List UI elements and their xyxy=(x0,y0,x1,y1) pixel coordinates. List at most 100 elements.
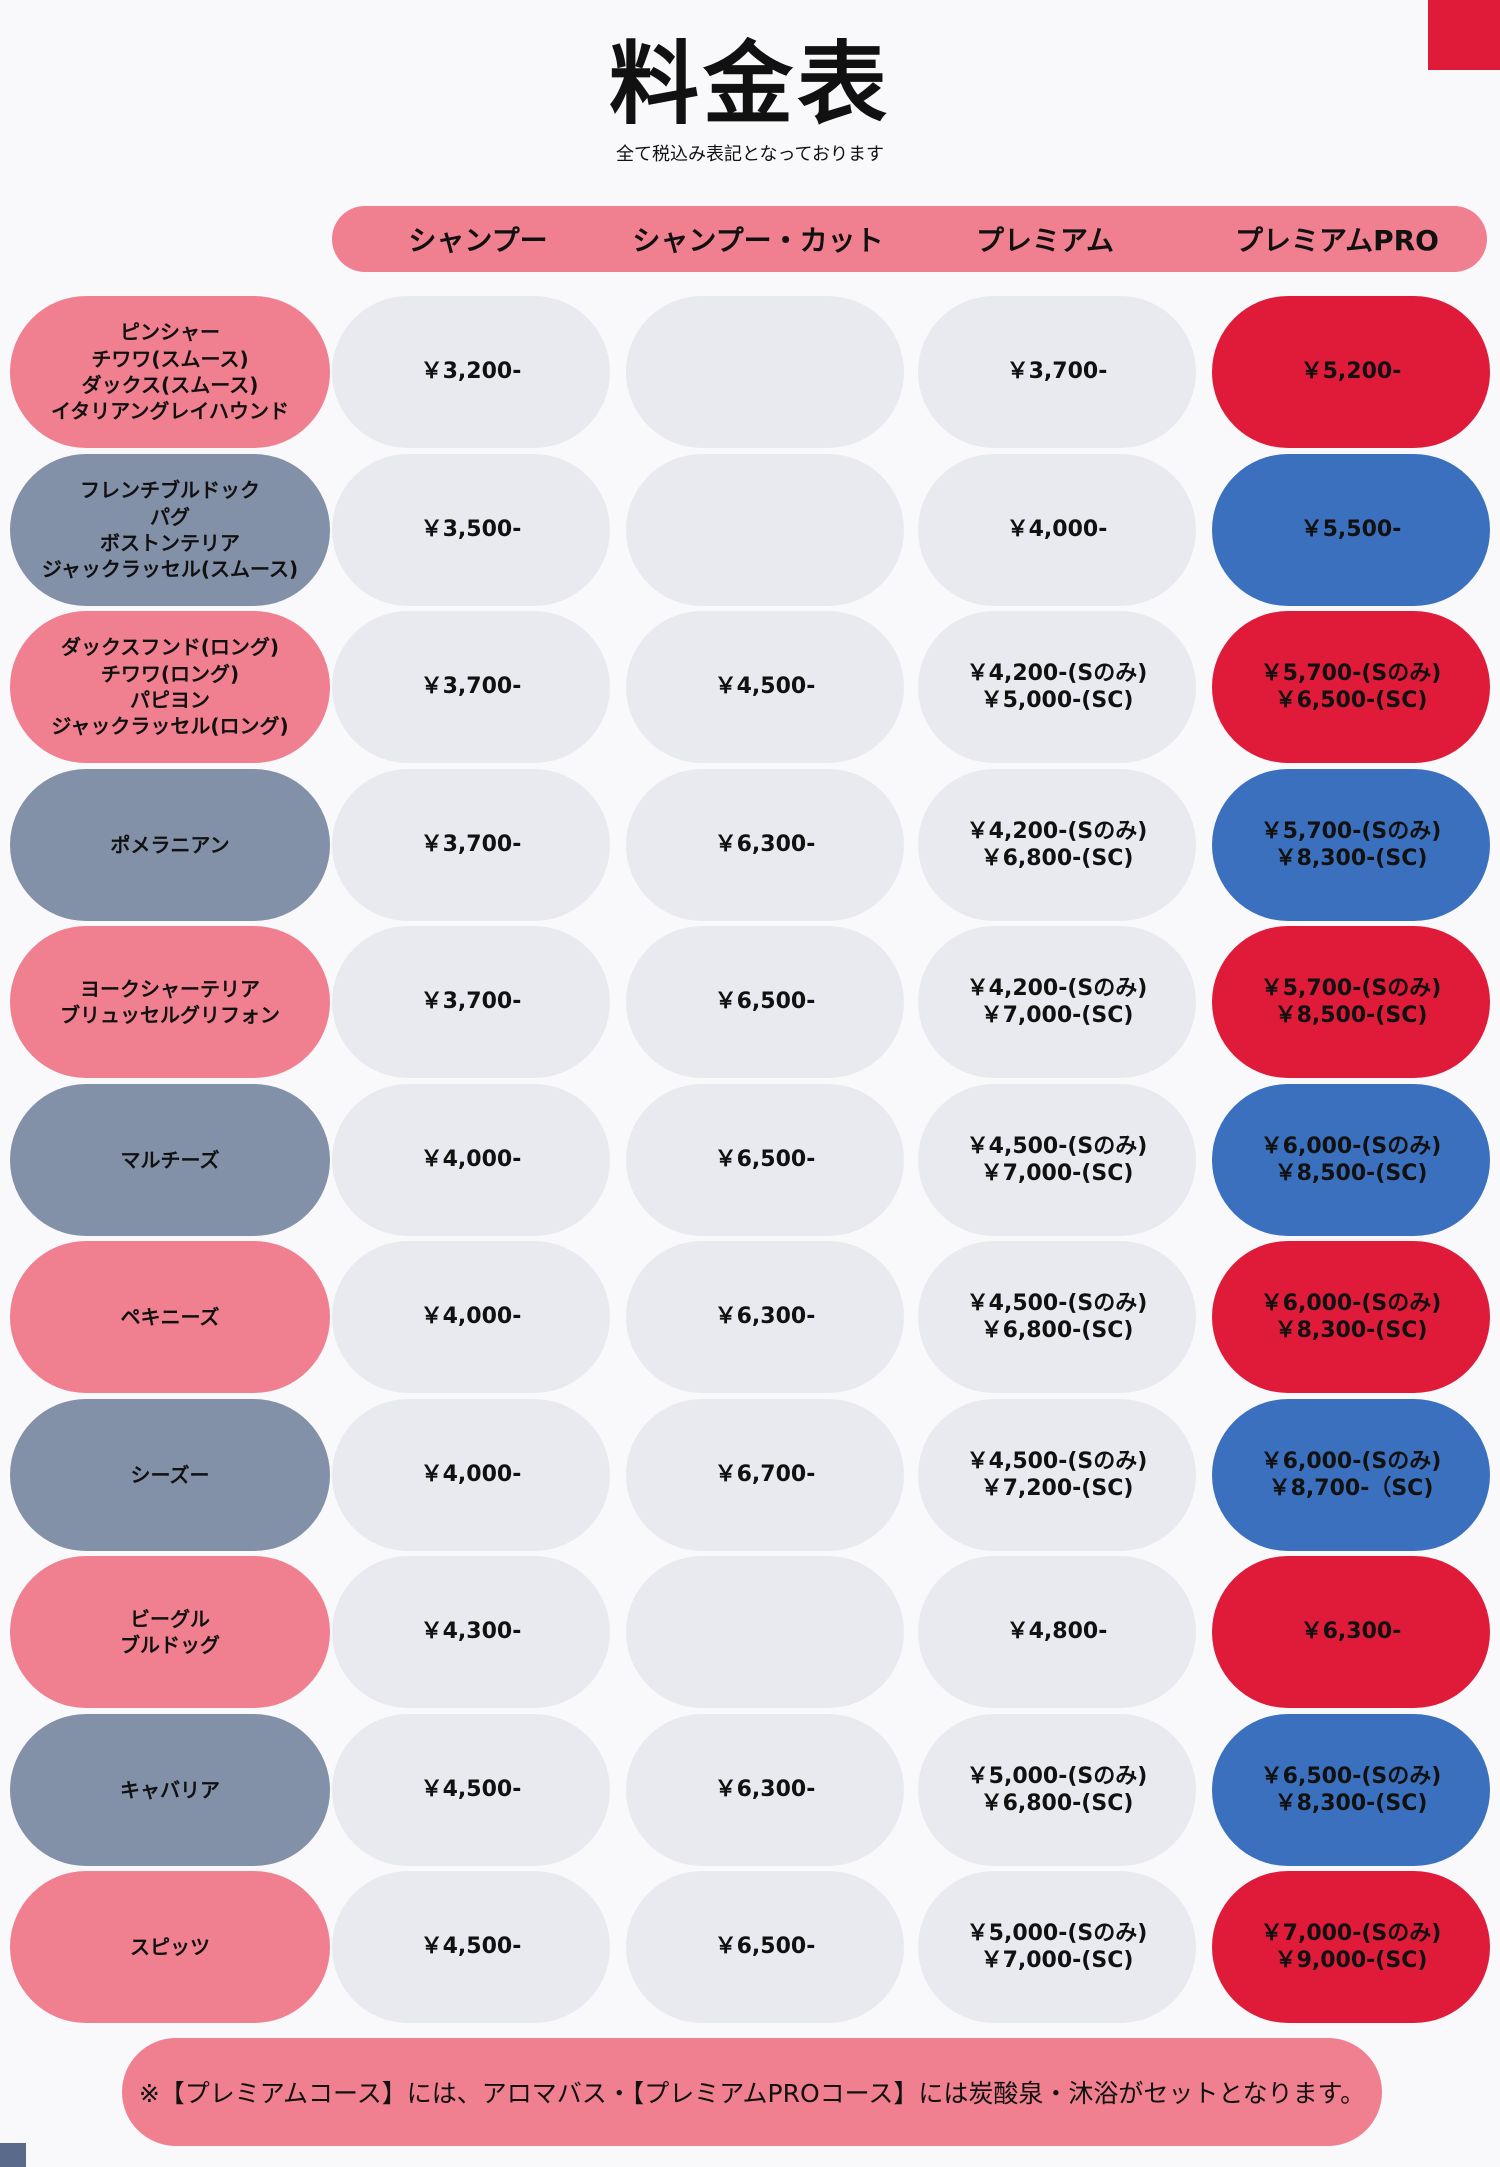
price-shampoo: ￥3,500- xyxy=(332,454,610,606)
price-premium: ￥4,500-(Sのみ) ￥6,800-(SC) xyxy=(918,1241,1196,1393)
price-value: ￥5,500- xyxy=(1300,517,1402,543)
price-value: ￥6,300- xyxy=(1300,1619,1402,1645)
price-premium-pro: ￥5,200- xyxy=(1212,296,1490,448)
price-value: ￥4,000- xyxy=(1006,517,1108,543)
price-premium: ￥4,200-(Sのみ) ￥6,800-(SC) xyxy=(918,769,1196,921)
breed-label: ヨークシャーテリア ブリュッセルグリフォン xyxy=(10,926,330,1078)
column-header-premium: プレミアム xyxy=(975,224,1115,257)
price-value: ￥9,000-(SC) xyxy=(1274,1948,1428,1973)
price-premium-pro: ￥6,000-(Sのみ) ￥8,300-(SC) xyxy=(1212,1241,1490,1393)
column-header-bar xyxy=(332,206,1487,272)
price-value: ￥8,300-(SC) xyxy=(1274,1318,1428,1343)
breed-name: ピンシャー xyxy=(120,320,220,345)
price-premium-pro: ￥5,700-(Sのみ) ￥6,500-(SC) xyxy=(1212,611,1490,763)
price-value: ￥6,500-(SC) xyxy=(1274,688,1428,713)
price-value: ￥3,700- xyxy=(420,832,522,858)
price-value: ￥7,000-(SC) xyxy=(980,1948,1134,1973)
price-value: ￥6,700- xyxy=(714,1462,816,1488)
price-value: ￥6,500- xyxy=(714,1934,816,1960)
page-subtitle: 全て税込み表記となっております xyxy=(615,144,885,165)
breed-name: ボストンテリア xyxy=(100,531,240,555)
price-shampoo-cut: ￥6,300- xyxy=(626,769,904,921)
breed-label: ビーグル ブルドッグ xyxy=(10,1556,330,1708)
breed-label: ダックスフンド(ロング) チワワ(ロング) パピヨン ジャックラッセル(ロング) xyxy=(10,611,330,763)
price-value: ￥6,800-(SC) xyxy=(980,1791,1134,1816)
price-value: ￥4,200-(Sのみ) xyxy=(966,660,1148,686)
price-value: ￥3,700- xyxy=(1006,359,1108,385)
price-value: ￥6,000-(Sのみ) xyxy=(1260,1290,1442,1316)
breed-name: チワワ(スムース) xyxy=(91,346,249,371)
price-premium: ￥4,500-(Sのみ) ￥7,000-(SC) xyxy=(918,1084,1196,1236)
price-value: ￥4,500- xyxy=(420,1777,522,1803)
price-value: ￥4,300- xyxy=(420,1619,522,1645)
price-value: ￥6,300- xyxy=(714,1777,816,1803)
breed-label: ピンシャー チワワ(スムース) ダックス(スムース) イタリアングレイハウンド xyxy=(10,296,330,448)
price-value: ￥4,000- xyxy=(420,1304,522,1330)
breed-name: マルチーズ xyxy=(120,1147,220,1172)
column-header-premium-pro: プレミアムPRO xyxy=(1235,224,1439,257)
price-value: ￥5,700-(Sのみ) xyxy=(1260,818,1442,844)
price-shampoo-cut: ￥4,500- xyxy=(626,611,904,763)
price-premium-pro: ￥7,000-(Sのみ) ￥9,000-(SC) xyxy=(1212,1871,1490,2023)
price-value: ￥4,800- xyxy=(1006,1619,1108,1645)
breed-label: マルチーズ xyxy=(10,1084,330,1236)
price-value: ￥4,000- xyxy=(420,1462,522,1488)
price-value: ￥5,700-(Sのみ) xyxy=(1260,975,1442,1001)
price-value: ￥4,500-(Sのみ) xyxy=(966,1133,1148,1159)
price-value: ￥3,500- xyxy=(420,517,522,543)
price-value: ￥5,200- xyxy=(1300,359,1402,385)
price-shampoo: ￥4,000- xyxy=(332,1399,610,1551)
price-value: ￥4,500- xyxy=(420,1934,522,1960)
price-premium: ￥4,000- xyxy=(918,454,1196,606)
price-value: ￥5,000-(Sのみ) xyxy=(966,1920,1148,1946)
price-value: ￥5,000-(SC) xyxy=(980,688,1134,713)
price-value: ￥7,000-(SC) xyxy=(980,1161,1134,1186)
price-value: ￥7,000-(SC) xyxy=(980,1003,1134,1028)
price-premium-pro: ￥6,500-(Sのみ) ￥8,300-(SC) xyxy=(1212,1714,1490,1866)
breed-name: ポメラニアン xyxy=(110,832,230,857)
price-value: ￥8,300-(SC) xyxy=(1274,1791,1428,1816)
breed-name: パグ xyxy=(150,504,190,529)
breed-name: ダックスフンド(ロング) xyxy=(60,635,280,660)
price-shampoo-cut xyxy=(626,296,904,448)
price-premium-pro: ￥5,700-(Sのみ) ￥8,300-(SC) xyxy=(1212,769,1490,921)
price-shampoo-cut xyxy=(626,1556,904,1708)
price-value: ￥6,500- xyxy=(714,1147,816,1173)
price-value: ￥6,000-(Sのみ) xyxy=(1260,1133,1442,1159)
price-value: ￥6,500- xyxy=(714,989,816,1015)
price-value: ￥8,500-(SC) xyxy=(1274,1161,1428,1186)
price-value: ￥4,200-(Sのみ) xyxy=(966,818,1148,844)
corner-accent-top xyxy=(1428,0,1500,70)
breed-name: ブルドッグ xyxy=(120,1633,220,1657)
price-value: ￥4,500- xyxy=(714,674,816,700)
page-title: 料金表 xyxy=(609,32,891,137)
price-value: ￥6,300- xyxy=(714,832,816,858)
price-premium-pro: ￥6,300- xyxy=(1212,1556,1490,1708)
price-premium: ￥4,500-(Sのみ) ￥7,200-(SC) xyxy=(918,1399,1196,1551)
price-premium: ￥4,800- xyxy=(918,1556,1196,1708)
price-value: ￥6,000-(Sのみ) xyxy=(1260,1448,1442,1474)
price-shampoo: ￥4,500- xyxy=(332,1714,610,1866)
price-value: ￥3,700- xyxy=(420,989,522,1015)
price-value: ￥7,200-(SC) xyxy=(980,1476,1134,1501)
price-premium: ￥3,700- xyxy=(918,296,1196,448)
price-shampoo-cut: ￥6,700- xyxy=(626,1399,904,1551)
price-value: ￥5,700-(Sのみ) xyxy=(1260,660,1442,686)
price-shampoo-cut: ￥6,500- xyxy=(626,1084,904,1236)
price-shampoo-cut: ￥6,300- xyxy=(626,1241,904,1393)
price-value: ￥6,800-(SC) xyxy=(980,846,1134,871)
breed-label: スピッツ xyxy=(10,1871,330,2023)
breed-name: ジャックラッセル(ロング) xyxy=(51,714,289,739)
price-shampoo: ￥4,500- xyxy=(332,1871,610,2023)
breed-name: ビーグル xyxy=(130,1606,210,1631)
price-shampoo: ￥4,000- xyxy=(332,1084,610,1236)
price-premium-pro: ￥5,500- xyxy=(1212,454,1490,606)
breed-label: キャバリア xyxy=(10,1714,330,1866)
price-value: ￥8,500-(SC) xyxy=(1274,1003,1428,1028)
price-shampoo: ￥3,700- xyxy=(332,611,610,763)
breed-name: パピヨン xyxy=(130,688,210,712)
price-premium: ￥4,200-(Sのみ) ￥5,000-(SC) xyxy=(918,611,1196,763)
price-premium-pro: ￥5,700-(Sのみ) ￥8,500-(SC) xyxy=(1212,926,1490,1078)
breed-label: ペキニーズ xyxy=(10,1241,330,1393)
breed-name: ジャックラッセル(スムース) xyxy=(41,557,299,582)
